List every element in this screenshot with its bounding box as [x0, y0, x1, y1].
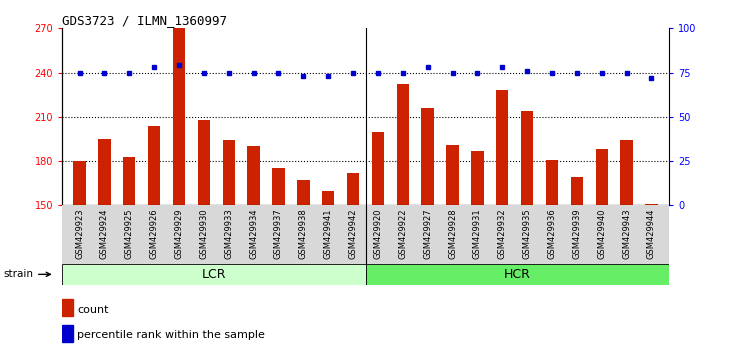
Bar [645, 204, 658, 205]
Text: GSM429938: GSM429938 [299, 208, 308, 259]
Text: GSM429926: GSM429926 [150, 208, 159, 259]
Text: GSM429930: GSM429930 [200, 208, 208, 259]
Text: GSM429924: GSM429924 [100, 208, 109, 259]
Bar [62, 325, 73, 342]
Text: GDS3723 / ILMN_1360997: GDS3723 / ILMN_1360997 [62, 14, 227, 27]
Bar [596, 149, 608, 205]
Bar [62, 264, 366, 285]
Text: GSM429920: GSM429920 [374, 208, 382, 259]
Bar [62, 299, 73, 316]
Text: GSM429936: GSM429936 [548, 208, 556, 259]
Bar [73, 161, 86, 205]
Bar [422, 108, 434, 205]
Bar [98, 139, 110, 205]
Bar [372, 132, 385, 205]
Text: GSM429931: GSM429931 [473, 208, 482, 259]
Text: GSM429940: GSM429940 [597, 208, 606, 259]
Text: GSM429922: GSM429922 [398, 208, 407, 259]
Bar [496, 90, 509, 205]
Text: GSM429929: GSM429929 [175, 208, 183, 259]
Bar [272, 169, 284, 205]
Bar [471, 151, 484, 205]
Bar [346, 173, 359, 205]
Text: GSM429941: GSM429941 [324, 208, 333, 259]
Text: GSM429934: GSM429934 [249, 208, 258, 259]
Text: GSM429944: GSM429944 [647, 208, 656, 259]
Bar [123, 157, 135, 205]
Bar [546, 160, 558, 205]
Bar [173, 28, 185, 205]
Bar [222, 141, 235, 205]
Bar [447, 145, 459, 205]
Text: GSM429939: GSM429939 [572, 208, 581, 259]
Bar [621, 141, 633, 205]
Text: GSM429942: GSM429942 [349, 208, 357, 259]
Text: percentile rank within the sample: percentile rank within the sample [77, 330, 265, 340]
Text: GSM429935: GSM429935 [523, 208, 531, 259]
Bar [197, 120, 210, 205]
Bar [62, 205, 669, 264]
Text: GSM429943: GSM429943 [622, 208, 631, 259]
Bar [521, 111, 534, 205]
Text: GSM429925: GSM429925 [125, 208, 134, 259]
Text: strain: strain [3, 269, 50, 279]
Bar [148, 126, 160, 205]
Bar [366, 264, 669, 285]
Text: GSM429923: GSM429923 [75, 208, 84, 259]
Bar [322, 190, 334, 205]
Text: LCR: LCR [202, 268, 226, 281]
Bar [571, 177, 583, 205]
Bar [297, 180, 309, 205]
Bar [247, 146, 260, 205]
Bar [397, 84, 409, 205]
Text: GSM429928: GSM429928 [448, 208, 457, 259]
Text: count: count [77, 305, 109, 315]
Text: GSM429937: GSM429937 [274, 208, 283, 259]
Text: HCR: HCR [504, 268, 531, 281]
Text: GSM429927: GSM429927 [423, 208, 432, 259]
Text: GSM429932: GSM429932 [498, 208, 507, 259]
Text: GSM429933: GSM429933 [224, 208, 233, 259]
